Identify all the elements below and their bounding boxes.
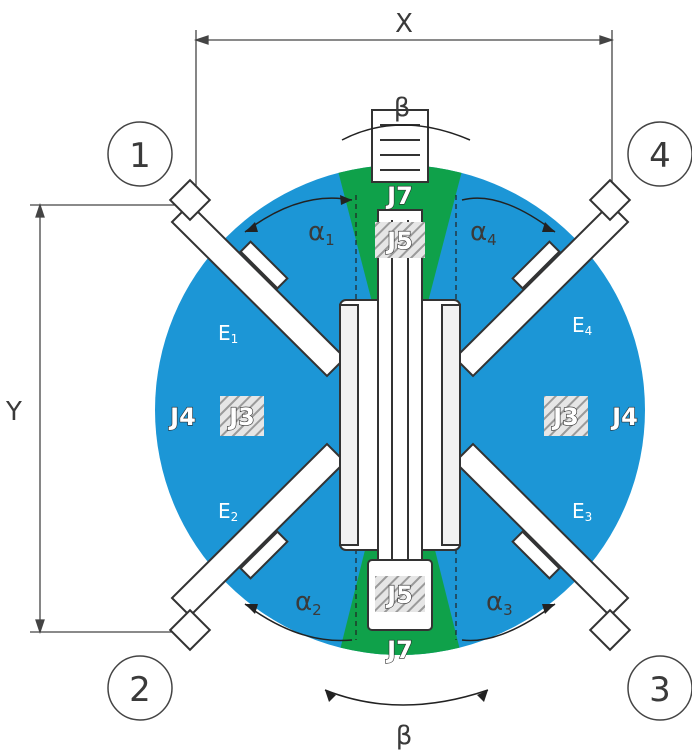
angle-label-4: α4 bbox=[470, 217, 497, 249]
zone-j3-left-box bbox=[220, 396, 264, 436]
beta-arrowheads bbox=[325, 690, 488, 702]
zone-j7-rear-label: J7 bbox=[385, 636, 413, 664]
pad-2 bbox=[168, 608, 212, 652]
sector-boundaries bbox=[355, 195, 457, 640]
outrigger-arms bbox=[170, 202, 630, 618]
zone-j3-right-box bbox=[544, 396, 588, 436]
outrigger-number-4: 4 bbox=[649, 136, 671, 176]
angle-label-3: α3 bbox=[486, 587, 513, 619]
zone-j3-left-label: J3 bbox=[227, 403, 255, 431]
outrigger-number-1: 1 bbox=[129, 136, 151, 176]
extension-label-2: E2 bbox=[218, 499, 238, 524]
beta-arcs bbox=[324, 124, 489, 706]
pad-3 bbox=[588, 608, 632, 652]
zone-j5-rear-box bbox=[375, 576, 425, 612]
zone-j4-right-label: J4 bbox=[610, 403, 638, 431]
zone-j5-front-box bbox=[375, 222, 425, 258]
zone-j5-rear-label: J5 bbox=[385, 581, 413, 609]
dimension-y-label: Y bbox=[5, 397, 22, 427]
extension-label-3: E3 bbox=[572, 499, 592, 524]
dimension-y bbox=[30, 202, 185, 635]
zone-j5-front-label: J5 bbox=[385, 227, 413, 255]
dimension-x bbox=[193, 30, 615, 190]
outrigger-number-circles bbox=[107, 121, 692, 721]
track-right bbox=[441, 304, 461, 546]
pad-1 bbox=[168, 178, 212, 222]
zone-j4-left-label: J4 bbox=[168, 403, 196, 431]
outrigger-number-4-circle bbox=[627, 121, 692, 187]
track-left bbox=[339, 304, 359, 546]
beta-bottom-label: β bbox=[396, 721, 413, 751]
boom bbox=[377, 209, 423, 611]
outrigger-pads bbox=[168, 178, 632, 652]
extension-label-1: E1 bbox=[218, 321, 238, 346]
angle-label-1: α1 bbox=[308, 217, 335, 249]
zone-j3-right-label: J3 bbox=[551, 403, 579, 431]
extension-label-4: E4 bbox=[572, 313, 592, 338]
outrigger-number-1-circle bbox=[107, 121, 173, 187]
angle-label-2: α2 bbox=[295, 587, 322, 619]
outrigger-number-3-circle bbox=[627, 655, 692, 721]
outrigger-number-3: 3 bbox=[649, 670, 671, 710]
pad-4 bbox=[588, 178, 632, 222]
alpha-arrowheads bbox=[245, 195, 555, 614]
beta-top-label: β bbox=[394, 93, 411, 123]
outrigger-number-2-circle bbox=[107, 655, 173, 721]
zone-j7-front-label: J7 bbox=[385, 182, 413, 210]
dimension-x-label: X bbox=[395, 9, 413, 39]
outrigger-number-2: 2 bbox=[129, 670, 151, 710]
